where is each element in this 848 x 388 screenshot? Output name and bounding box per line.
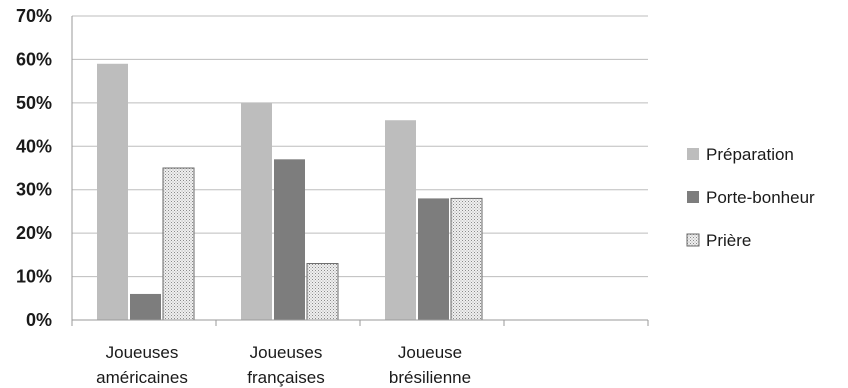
legend: Préparation Porte-bonheur Prière — [686, 145, 815, 250]
legend-label: Porte-bonheur — [706, 188, 815, 207]
x-tick-labels: Joueuses américaines Joueuses françaises Jou… — [96, 343, 471, 387]
bar — [450, 197, 483, 321]
y-tick-label: 70% — [16, 6, 52, 26]
bar — [385, 120, 416, 320]
y-tick-label: 20% — [16, 223, 52, 243]
bar — [97, 63, 128, 321]
legend-label: Prière — [706, 231, 751, 250]
y-tick-labels: 0% 10% 20% 30% 40% 50% 60% 70% — [16, 6, 52, 330]
bars — [97, 63, 483, 321]
legend-swatch — [687, 148, 699, 160]
legend-label: Préparation — [706, 145, 794, 164]
bar — [274, 159, 305, 320]
x-tick-label: françaises — [247, 368, 324, 387]
axes — [71, 16, 649, 326]
y-tick-label: 40% — [16, 136, 52, 156]
legend-swatch — [687, 191, 699, 203]
y-tick-label: 60% — [16, 49, 52, 69]
bar — [162, 167, 195, 321]
x-tick-label: Joueuses — [106, 343, 179, 362]
bar — [130, 293, 161, 320]
y-tick-label: 50% — [16, 93, 52, 113]
y-tick-label: 0% — [26, 310, 52, 330]
gridlines — [72, 15, 648, 278]
x-tick-label: brésilienne — [389, 368, 471, 387]
y-tick-label: 10% — [16, 267, 52, 287]
x-tick-label: Joueuse — [398, 343, 462, 362]
y-tick-label: 30% — [16, 180, 52, 200]
bar — [241, 102, 272, 320]
x-tick-label: Joueuses — [250, 343, 323, 362]
bar — [306, 263, 339, 321]
x-tick-label: américaines — [96, 368, 188, 387]
bar — [418, 198, 449, 320]
legend-swatch — [686, 233, 700, 247]
